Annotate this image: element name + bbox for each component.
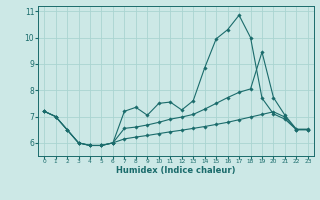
X-axis label: Humidex (Indice chaleur): Humidex (Indice chaleur)	[116, 166, 236, 175]
